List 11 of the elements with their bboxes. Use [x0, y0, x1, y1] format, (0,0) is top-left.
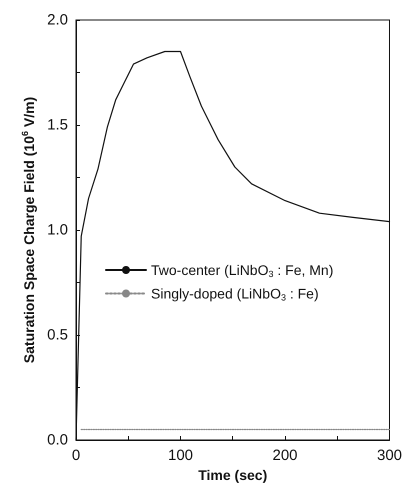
- x-tick-label: 300: [376, 447, 402, 464]
- y-tick-label: 1.5: [47, 116, 68, 134]
- y-tick-label: 0.0: [47, 432, 68, 448]
- y-tick-label: 1.0: [47, 222, 68, 238]
- x-tick-label: 100: [168, 447, 194, 464]
- x-axis-title: Time (sec): [198, 467, 268, 483]
- y-tick-label: 0.5: [47, 326, 68, 344]
- y-tick-label: 2.0: [47, 12, 68, 28]
- x-tick-label: 0: [72, 447, 80, 464]
- y-axis-title: Saturation Space Charge Field (106 V/m): [20, 96, 38, 364]
- x-tick-label: 200: [272, 447, 298, 464]
